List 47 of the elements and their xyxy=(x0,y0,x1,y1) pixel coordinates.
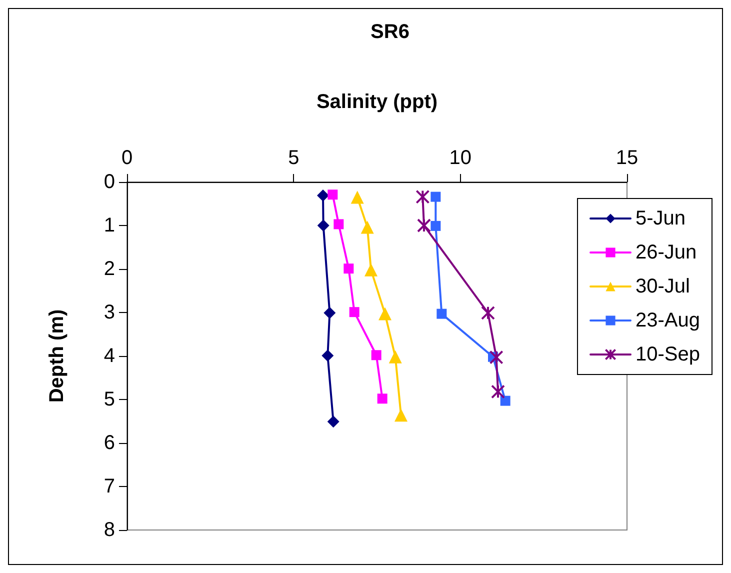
legend-label: 30-Jul xyxy=(636,276,690,298)
point xyxy=(430,220,441,231)
point xyxy=(436,308,447,319)
legend-label: 10-Sep xyxy=(636,344,700,366)
point xyxy=(328,190,338,200)
x-tick-label: 15 xyxy=(616,147,638,169)
point xyxy=(317,189,329,202)
x-tick-label: 10 xyxy=(449,147,472,169)
point xyxy=(364,263,378,276)
y-axis-title: Depth (m) xyxy=(46,309,68,403)
point xyxy=(388,350,402,364)
point xyxy=(317,220,330,232)
y-tick-label: 6 xyxy=(104,432,115,454)
y-tick-label: 8 xyxy=(104,519,115,541)
point xyxy=(481,306,495,320)
point xyxy=(430,192,441,202)
point xyxy=(334,219,344,230)
point xyxy=(416,190,430,204)
legend-label: 5-Jun xyxy=(636,208,686,230)
point xyxy=(371,350,382,360)
y-tick-label: 4 xyxy=(104,345,115,367)
legend-label: 26-Jun xyxy=(636,242,697,264)
point xyxy=(491,384,505,399)
point xyxy=(417,218,431,232)
y-tick-label: 3 xyxy=(104,302,115,324)
chart-title: SR6 xyxy=(370,21,410,43)
point xyxy=(378,307,392,320)
x-axis-title: Salinity (ppt) xyxy=(316,91,438,113)
point xyxy=(500,396,510,406)
point xyxy=(350,190,364,204)
y-tick-label: 7 xyxy=(104,476,115,498)
point xyxy=(394,408,408,422)
y-tick-label: 2 xyxy=(104,258,115,280)
x-tick-label: 5 xyxy=(288,147,300,169)
point xyxy=(344,264,354,274)
point xyxy=(327,416,340,428)
point xyxy=(360,220,374,234)
point xyxy=(349,307,360,318)
legend-label: 23-Aug xyxy=(636,310,700,332)
y-tick-label: 5 xyxy=(104,388,115,410)
point xyxy=(322,350,334,362)
x-tick-label: 0 xyxy=(121,147,133,169)
y-tick-label: 0 xyxy=(104,171,115,193)
point xyxy=(377,394,388,404)
point xyxy=(324,306,336,319)
point xyxy=(489,350,504,364)
y-tick-label: 1 xyxy=(104,214,115,236)
